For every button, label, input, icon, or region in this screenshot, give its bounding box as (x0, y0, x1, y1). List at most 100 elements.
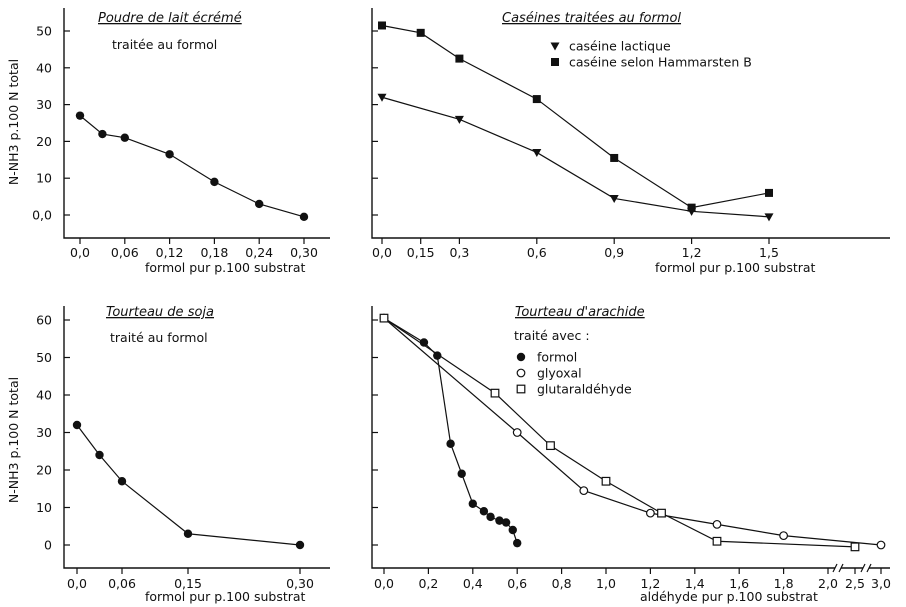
panel-4-series-2-point-6-shape (876, 540, 886, 550)
panel-4-axis-break-gap-1 (863, 565, 869, 571)
panel-1-xtick-label-0: 0,0 (70, 245, 90, 260)
panel-2-series-1-point-5-shape (764, 213, 774, 222)
panel-4-xtick-label-3: 0,6 (507, 576, 527, 591)
panel-3-xtick-label-3: 0,30 (286, 576, 314, 591)
panel-4-legend-marker-1 (516, 352, 526, 362)
panel-4-series-3-point-1 (490, 388, 500, 398)
panel-2-series-1-line (381, 96, 770, 218)
panel-4-series-2-point-2-shape (579, 486, 589, 496)
panel-1-series-1-point-3-shape (165, 150, 174, 159)
panel-1-xtick-label-5: 0,30 (290, 245, 318, 260)
panel-4-series-3-point-4-shape (657, 508, 666, 518)
panel-2-series-2-point-4 (610, 153, 619, 162)
panel-3-title: Tourteau de soja (106, 305, 214, 320)
panel-1-ytick-label-5: 50 (36, 24, 52, 39)
panel-4-series-1-point-5-shape (468, 499, 477, 508)
panel-1-series-1-point-4 (210, 177, 219, 187)
panel-2-series-2-point-4-shape (610, 153, 619, 162)
panel-4-series-2-point-3 (646, 508, 655, 518)
panel-2-legend-marker-2-shape (551, 58, 559, 66)
panel-2-series-1-point-0-shape (377, 93, 387, 102)
panel-1-ytick-label-4: 40 (36, 60, 52, 75)
panel-4-xtick-label-2: 0,4 (463, 576, 483, 591)
panel-2-series-2-point-3-shape (532, 95, 541, 104)
panel-3-series-1-point-0-shape (72, 420, 82, 430)
panel-4-series-3-point-5 (712, 536, 722, 546)
panel-4-xlabel: aldéhyde pur p.100 substrat (640, 589, 818, 604)
panel-1-ytick-label-1: 10 (36, 171, 52, 186)
panel-3-series-1-point-3 (183, 529, 193, 538)
panel-4-series-1-point-2-shape (433, 351, 442, 360)
panel-4-series-2-point-2 (579, 486, 589, 496)
panel-1-series-1-point-2-shape (120, 133, 129, 142)
panel-4-series-1-point-5 (468, 499, 477, 508)
panel-2-xtick-label-0: 0,0 (372, 245, 392, 260)
panel-4-xtick-label-11: 2,5 (845, 576, 865, 591)
panel-4-series-3-point-3-shape (601, 476, 611, 486)
panel-2-series-2-point-5-shape (687, 203, 696, 212)
panel-1-subtitle: traitée au formol (112, 37, 217, 52)
panel-3-series-1-point-4 (295, 540, 305, 550)
panel-3-xlabel: formol pur p.100 substrat (145, 589, 306, 604)
panel-1-axes (63, 8, 330, 239)
panel-1-xtick-label-1: 0,06 (111, 245, 139, 260)
panel-4-series-1-point-9-shape (501, 518, 511, 527)
panel-3-ytick-label-0: 0 (44, 538, 52, 553)
panel-4-legend-label-1: formol (537, 350, 577, 365)
panel-4-series-3-point-1-shape (490, 388, 500, 398)
panel-2-series-1-point-3-shape (609, 194, 619, 203)
panel-4-series-3-line (383, 317, 856, 548)
panel-4-legend-marker-3-shape (516, 384, 526, 394)
panel-4-series-3-point-2-shape (546, 441, 555, 451)
panel-4-series-2-point-5-shape (779, 531, 788, 541)
panel-2-series-1-point-5 (764, 213, 774, 222)
panel-4-xtick-label-10: 2,0 (818, 576, 838, 591)
panel-2-xtick-label-4: 0,9 (604, 245, 624, 260)
panel-4-series-3-point-2 (546, 441, 555, 451)
panel-4-series-1-point-7 (486, 512, 495, 522)
panel-3-series-1-line (76, 424, 301, 546)
panel-4-legend-title: traité avec : (514, 328, 590, 343)
panel-3-series-1-point-0 (72, 420, 82, 430)
panel-1-title: Poudre de lait écrémé (98, 11, 242, 26)
panel-4-series-1-point-11 (513, 538, 522, 548)
panel-2-series-2-point-6-shape (765, 188, 773, 197)
panel-4-xtick-label-6: 1,2 (640, 576, 660, 591)
panel-1-xtick-label-4: 0,24 (245, 245, 273, 260)
panel-2-series-1-point-1-shape (454, 115, 464, 124)
panel-3-xtick-label-1: 0,06 (108, 576, 136, 591)
panel-1-series-1-point-6-shape (299, 212, 309, 222)
panel-4-series-1-line (383, 317, 518, 544)
panel-4-series-3-point-5-shape (712, 536, 722, 546)
panel-3-series-1-point-3-shape (183, 529, 193, 538)
panel-1-xtick-label-3: 0,18 (200, 245, 228, 260)
panel-4-series-2-point-4-shape (712, 519, 722, 529)
panel-2-xtick-label-2: 0,3 (449, 245, 469, 260)
panel-3-xtick-label-2: 0,15 (174, 576, 202, 591)
panel-4-legend-marker-1-shape (516, 352, 526, 362)
panel-4-xtick-label-1: 0,2 (418, 576, 438, 591)
panel-2-series-1-point-2 (532, 148, 542, 157)
panel-4-series-2-point-3-shape (646, 508, 655, 518)
panel-4-xtick-label-8: 1,6 (729, 576, 749, 591)
panel-2-legend-marker-1 (550, 42, 560, 51)
panel-4-series-2-point-5 (779, 531, 788, 541)
panel-4-series-3-point-0-shape (379, 313, 389, 323)
panel-4-series-1-point-4-shape (457, 469, 466, 478)
panel-4-series-1-point-8-shape (495, 516, 504, 525)
panel-1-series-1-point-6 (299, 212, 309, 222)
panel-2-legend-label-2: caséine selon Hammarsten B (569, 55, 752, 70)
panel-4-legend-label-2: glyoxal (537, 366, 582, 381)
panel-3-ytick-label-3: 30 (36, 425, 52, 440)
panel-4-axis-break-a-0 (832, 563, 838, 573)
panel-2-series-2-point-1 (416, 28, 425, 37)
panel-4-series-2-point-1 (512, 428, 522, 437)
panel-2-title: Caséines traitées au formol (502, 11, 681, 26)
panel-4-xtick-label-4: 0,8 (552, 576, 572, 591)
panel-4-series-3-point-4 (657, 508, 666, 518)
panel-2-series-2-point-2-shape (455, 54, 464, 63)
panel-4-series-3-point-0 (379, 313, 389, 323)
panel-3-axes (63, 306, 330, 569)
